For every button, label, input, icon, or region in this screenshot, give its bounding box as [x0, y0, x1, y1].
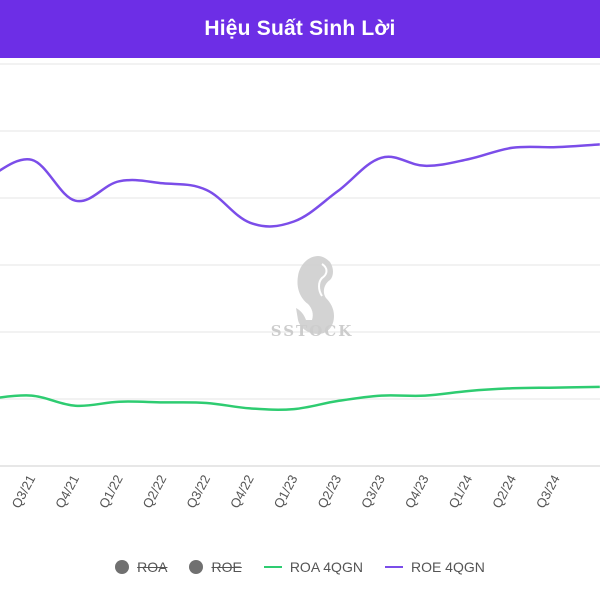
x-axis-tick-labels: Q3/21 Q4/21 Q1/22 Q2/22 Q3/22 Q4/22 Q1/23 Q2/23…	[8, 472, 562, 510]
legend-item-roe[interactable]: ROE	[189, 559, 242, 575]
x-tick-label: Q2/23	[314, 472, 344, 510]
x-tick-label: Q4/21	[52, 472, 82, 510]
chart-legend: ROA ROE ROA 4QGN ROE 4QGN	[0, 557, 600, 577]
series-layer	[0, 143, 600, 411]
x-tick-label: Q4/23	[402, 472, 432, 510]
x-tick-label: Q1/24	[445, 472, 475, 510]
legend-label-roa: ROA	[137, 559, 168, 575]
x-tick-label: Q4/22	[227, 472, 257, 510]
x-tick-label: Q2/22	[140, 472, 170, 510]
grid-lines	[0, 63, 600, 467]
watermark-text: SSTOCK	[271, 322, 354, 340]
legend-label-roe-4qgn: ROE 4QGN	[410, 559, 485, 575]
legend-marker-roa	[115, 560, 130, 574]
legend-label-roa-4qgn: ROA 4QGN	[289, 559, 363, 575]
watermark: SSTOCK	[271, 256, 354, 340]
chart-title: Hiệu Suất Sinh Lời	[204, 17, 396, 40]
legend-label-roe: ROE	[211, 559, 242, 575]
x-tick-label: Q3/21	[8, 472, 38, 510]
series-line-roe-4qgn[interactable]	[0, 143, 600, 228]
legend-item-roe-4qgn[interactable]: ROE 4QGN	[384, 559, 485, 575]
x-tick-label: Q3/22	[183, 472, 213, 510]
chart-plot-area: SSTOCK Q3/21 Q4/21 Q1/22 Q2/22 Q3/22 Q4/22 Q1/…	[0, 58, 600, 600]
horse-head-icon	[296, 256, 334, 334]
legend-marker-roe-4qgn	[384, 566, 403, 568]
legend-item-roa-4qgn[interactable]: ROA 4QGN	[263, 559, 363, 575]
legend-marker-roe	[189, 560, 204, 574]
x-tick-label: Q3/23	[358, 472, 388, 510]
legend-marker-roa-4qgn	[263, 566, 282, 568]
x-tick-label: Q1/23	[271, 472, 301, 510]
x-tick-label: Q2/24	[489, 472, 519, 510]
chart-header: Hiệu Suất Sinh Lời	[0, 0, 600, 58]
line-chart: SSTOCK Q3/21 Q4/21 Q1/22 Q2/22 Q3/22 Q4/22 Q1/…	[0, 63, 600, 511]
legend-item-roa[interactable]: ROA	[115, 559, 167, 575]
x-tick-label: Q3/24	[533, 472, 563, 510]
x-tick-label: Q1/22	[96, 472, 126, 510]
series-line-roa-4qgn[interactable]	[0, 385, 600, 411]
